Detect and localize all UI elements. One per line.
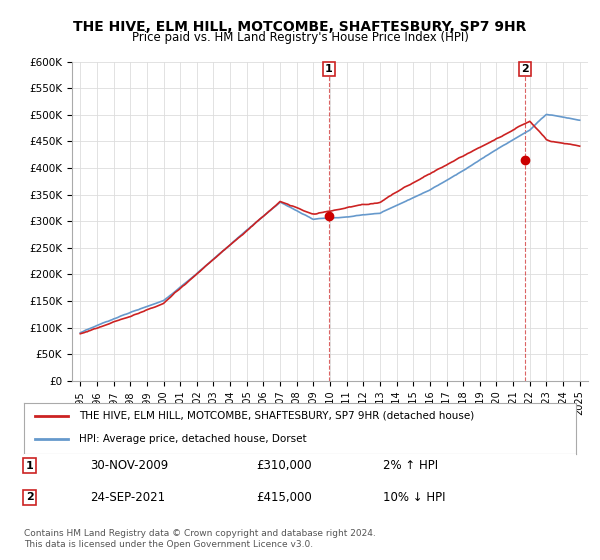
Text: THE HIVE, ELM HILL, MOTCOMBE, SHAFTESBURY, SP7 9HR: THE HIVE, ELM HILL, MOTCOMBE, SHAFTESBUR… <box>73 20 527 34</box>
Text: 2: 2 <box>521 64 529 74</box>
Text: THE HIVE, ELM HILL, MOTCOMBE, SHAFTESBURY, SP7 9HR (detached house): THE HIVE, ELM HILL, MOTCOMBE, SHAFTESBUR… <box>79 411 475 421</box>
Text: £415,000: £415,000 <box>256 491 311 504</box>
Text: 1: 1 <box>325 64 332 74</box>
Text: £310,000: £310,000 <box>256 459 311 472</box>
Text: Contains HM Land Registry data © Crown copyright and database right 2024.
This d: Contains HM Land Registry data © Crown c… <box>24 529 376 549</box>
Text: Price paid vs. HM Land Registry's House Price Index (HPI): Price paid vs. HM Land Registry's House … <box>131 31 469 44</box>
Text: 30-NOV-2009: 30-NOV-2009 <box>90 459 169 472</box>
Text: HPI: Average price, detached house, Dorset: HPI: Average price, detached house, Dors… <box>79 435 307 445</box>
Text: 10% ↓ HPI: 10% ↓ HPI <box>383 491 445 504</box>
Text: 24-SEP-2021: 24-SEP-2021 <box>90 491 166 504</box>
Text: 1: 1 <box>26 461 34 471</box>
Text: 2% ↑ HPI: 2% ↑ HPI <box>383 459 438 472</box>
Text: 2: 2 <box>26 492 34 502</box>
